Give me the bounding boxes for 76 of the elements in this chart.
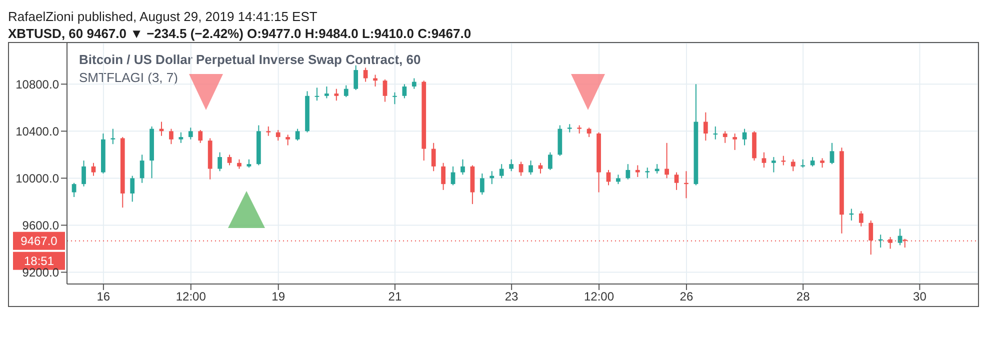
candlestick	[635, 164, 640, 178]
candlestick	[324, 86, 329, 99]
candlestick	[664, 142, 669, 179]
candlestick	[354, 64, 358, 91]
candlestick	[140, 154, 144, 184]
candlestick	[91, 162, 96, 176]
candlestick	[528, 160, 533, 176]
candlestick	[538, 162, 543, 174]
candlestick	[742, 128, 747, 146]
candlestick	[460, 158, 465, 176]
candlestick	[295, 128, 300, 142]
candlestick	[72, 182, 76, 198]
x-tick-label: 30	[913, 290, 927, 304]
x-tick-label: 16	[96, 290, 110, 304]
x-tick-label: 23	[504, 290, 519, 304]
candlestick	[431, 142, 436, 172]
candlestick	[858, 210, 864, 227]
candlestick	[772, 156, 776, 173]
candlestick	[382, 78, 388, 102]
y-tick-label: 9600.0	[22, 218, 60, 232]
candlestick	[178, 132, 184, 144]
text: SMTFLAGI (3, 7)	[79, 70, 178, 85]
y-tick-label: 10800.0	[16, 77, 60, 92]
candlestick	[810, 156, 815, 167]
candlestick	[130, 175, 135, 202]
candlestick	[586, 127, 592, 138]
candlestick	[314, 87, 320, 102]
candlestick	[334, 88, 339, 102]
candlestick	[790, 158, 796, 172]
candlestick	[363, 67, 368, 82]
candlestick	[344, 84, 348, 98]
candlestick	[402, 84, 407, 99]
candlestick	[286, 134, 290, 146]
candlestick	[110, 128, 116, 145]
text: XBTUSD, 60 9467.0 ▼ −234.5 (−2.42%) O:9477.0 H:9484.0 L:9410.0 C:9467.0	[8, 25, 472, 42]
candlestick	[548, 152, 552, 170]
y-tick-label: 9200.0	[22, 266, 60, 280]
candlestick	[616, 174, 620, 185]
candlestick	[518, 161, 524, 176]
ref-line-label: 9467.0	[20, 234, 58, 248]
candlestick	[169, 128, 174, 145]
candlestick	[392, 92, 397, 105]
candlestick	[762, 152, 766, 168]
text: Bitcoin / US Dollar Perpetual Inverse Swap Contract, 60	[79, 52, 421, 67]
y-tick-label: 10000.0	[16, 171, 60, 186]
candlestick	[480, 172, 484, 196]
candlestick	[82, 160, 86, 187]
candlestick	[266, 126, 271, 136]
candlestick	[188, 127, 193, 140]
x-tick-label: 21	[388, 290, 402, 304]
text: RafaelZioni published, August 29, 2019 14:41:15 EST	[8, 8, 318, 25]
candlestick	[499, 164, 504, 179]
candlestick	[198, 129, 203, 144]
candlestick	[441, 162, 446, 190]
candlestick	[237, 158, 242, 170]
candlestick	[509, 158, 514, 172]
candlestick	[732, 133, 738, 150]
candlestick	[820, 158, 824, 168]
candlestick	[626, 164, 630, 180]
text: 18:51	[24, 254, 54, 268]
candlestick	[276, 129, 280, 142]
candlestick	[703, 112, 708, 142]
y-tick-label: 10400.0	[16, 124, 60, 138]
candlestick	[645, 167, 650, 179]
x-tick-label: 12:00	[584, 290, 614, 304]
candlestick	[218, 152, 222, 172]
candlestick	[722, 130, 728, 144]
x-tick-label: 26	[680, 290, 694, 304]
x-tick-label: 12:00	[176, 290, 206, 304]
x-tick-label: 28	[796, 290, 810, 304]
candlestick	[713, 126, 718, 140]
candlestick	[674, 172, 679, 190]
candlestick	[830, 142, 834, 165]
candlestick	[412, 78, 416, 90]
x-tick-label: 19	[272, 290, 286, 304]
candlestick	[227, 154, 232, 166]
